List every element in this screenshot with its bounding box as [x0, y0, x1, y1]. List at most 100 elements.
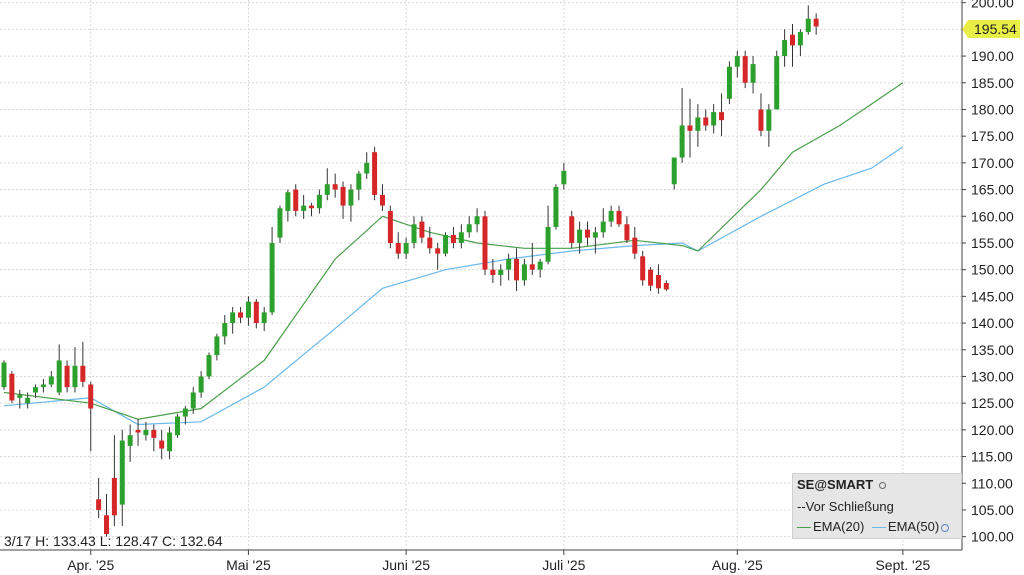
candle-body	[545, 226, 551, 262]
candle	[25, 392, 31, 409]
candle-body	[758, 109, 764, 131]
candle-body	[561, 170, 567, 185]
ema20-line-icon	[797, 527, 811, 529]
candle-body	[96, 499, 102, 510]
symbol-dot-icon	[878, 482, 886, 490]
candle-body	[119, 440, 125, 505]
candle	[340, 181, 346, 219]
candle-body	[395, 242, 401, 254]
candle-body	[222, 323, 228, 337]
candle	[72, 347, 78, 393]
candle	[1, 360, 7, 390]
candle-body	[734, 56, 740, 67]
candle-body	[805, 18, 811, 33]
candle-body	[584, 229, 590, 238]
candle	[56, 344, 62, 396]
candle-body	[324, 184, 330, 195]
y-tick-label: 140.00	[971, 315, 1014, 331]
candle-body	[474, 216, 480, 225]
candle-body	[466, 224, 472, 233]
y-tick-label: 200.00	[971, 0, 1014, 11]
candle	[316, 189, 322, 214]
candle	[584, 221, 590, 246]
candle	[293, 184, 299, 217]
candle	[805, 5, 811, 35]
candle-body	[372, 152, 378, 195]
candle	[174, 413, 180, 438]
candle	[726, 61, 732, 105]
candle	[600, 208, 606, 238]
candle	[624, 216, 630, 243]
x-tick-label: Juli '25	[542, 557, 585, 573]
ema50-line-icon	[871, 527, 886, 529]
candle-body	[135, 429, 141, 433]
candle-body	[174, 416, 180, 436]
candle-body	[616, 210, 622, 225]
candle	[797, 29, 803, 57]
candle	[119, 429, 125, 526]
candle-body	[726, 66, 732, 99]
last-price-tag: 195.54	[962, 20, 1020, 38]
y-tick-label: 160.00	[971, 208, 1014, 224]
candle	[104, 493, 110, 537]
candle	[435, 242, 441, 270]
candle-body	[695, 117, 701, 131]
candle	[529, 242, 535, 275]
candle-body	[230, 312, 236, 324]
legend-symbol-row[interactable]: SE@SMART	[797, 477, 886, 492]
candle-body	[56, 360, 62, 393]
candle-body	[553, 186, 559, 227]
candle-body	[577, 229, 583, 243]
candle	[458, 224, 464, 249]
candle	[372, 146, 378, 201]
candle-body	[340, 186, 346, 206]
candle-body	[80, 365, 86, 382]
candle	[482, 210, 488, 275]
candle	[324, 168, 330, 201]
candle	[277, 205, 283, 243]
legend-ema50[interactable]: EMA(50)	[887, 519, 940, 534]
candle-body	[214, 336, 220, 356]
y-tick-label: 190.00	[971, 48, 1014, 64]
candle-body	[411, 224, 417, 243]
candle	[253, 299, 259, 329]
y-tick-label: 105.00	[971, 502, 1014, 518]
candle	[443, 232, 449, 257]
candle	[238, 307, 244, 324]
candle	[719, 93, 725, 137]
candle	[135, 419, 141, 446]
candle	[206, 352, 212, 380]
candle-body	[648, 269, 654, 286]
candle-body	[435, 248, 441, 254]
candle	[695, 104, 701, 147]
candle-body	[774, 56, 780, 110]
candle	[577, 221, 583, 254]
candle	[33, 384, 39, 398]
candle-body	[182, 408, 188, 417]
y-axis: 100.00 105.00 110.00 115.00 120.00 125.00 130.…	[961, 0, 1014, 550]
legend-prev-close-row[interactable]: --Vor Schließung	[797, 499, 894, 514]
candle-body	[387, 210, 393, 243]
candle-body	[766, 109, 772, 131]
x-tick-label: Aug. '25	[712, 557, 763, 573]
legend-ema20[interactable]: EMA(20)	[813, 519, 865, 534]
candle-body	[640, 256, 646, 281]
candle-body	[33, 387, 39, 393]
candle	[269, 226, 275, 316]
candle	[640, 250, 646, 286]
candle	[80, 341, 86, 388]
candle	[151, 424, 157, 452]
candle	[561, 162, 567, 190]
y-tick-label: 145.00	[971, 288, 1014, 304]
candle-body	[9, 373, 15, 401]
candle-body	[17, 395, 23, 398]
candle	[711, 104, 717, 134]
candle	[332, 173, 338, 198]
candle-body	[419, 221, 425, 238]
candle-body	[750, 64, 756, 83]
candle	[514, 248, 520, 292]
candle-body	[143, 429, 149, 436]
x-tick-label: Juni '25	[382, 557, 430, 573]
candle	[450, 226, 456, 249]
